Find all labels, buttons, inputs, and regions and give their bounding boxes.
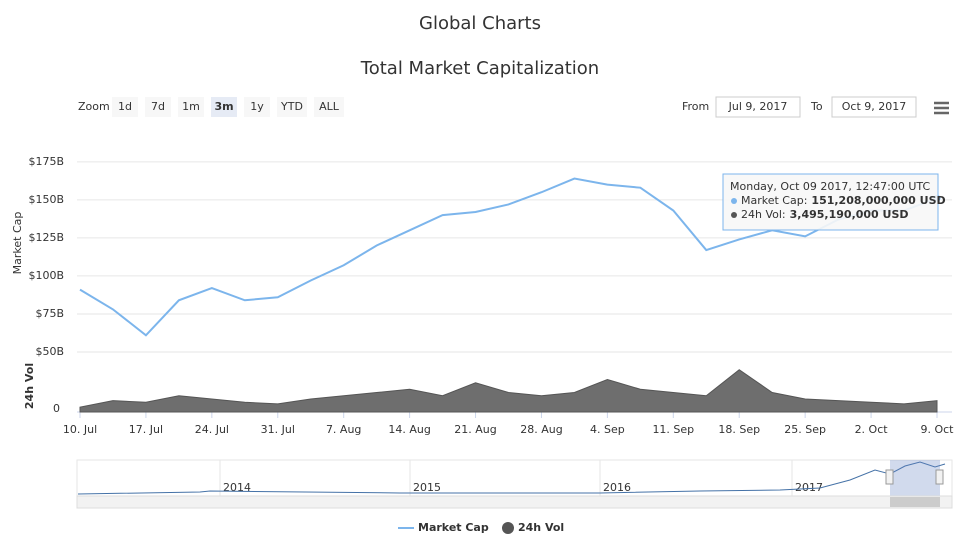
zoom-label: Zoom bbox=[78, 100, 110, 113]
navigator-line bbox=[77, 461, 946, 495]
navigator-label: 2016 bbox=[603, 481, 631, 494]
y-tick-label: $150B bbox=[28, 193, 64, 206]
x-tick-label: 7. Aug bbox=[326, 423, 361, 436]
x-tick-label: 18. Sep bbox=[718, 423, 760, 436]
zoom-button[interactable] bbox=[178, 97, 204, 117]
market-cap-line bbox=[79, 177, 938, 337]
tooltip-value: 3,495,190,000 USD bbox=[790, 208, 909, 221]
x-tick-label: 10. Jul bbox=[63, 423, 97, 436]
tooltip-label: 24h Vol: bbox=[741, 208, 786, 221]
menu-button[interactable] bbox=[932, 100, 952, 118]
navigator-label: 2017 bbox=[795, 481, 823, 494]
navigator-label: 2014 bbox=[223, 481, 251, 494]
to-label: To bbox=[810, 100, 823, 113]
navigator-label: 2015 bbox=[413, 481, 441, 494]
navigator-mask[interactable] bbox=[890, 460, 940, 496]
navigator-handle[interactable] bbox=[935, 469, 944, 485]
x-tick-label: 11. Sep bbox=[652, 423, 694, 436]
zoom-button-label[interactable]: 1y bbox=[250, 100, 264, 113]
y-axis-title: Market Cap bbox=[11, 212, 24, 275]
y-tick-label: $100B bbox=[28, 269, 64, 282]
zoom-button[interactable] bbox=[244, 97, 270, 117]
zoom-button[interactable] bbox=[211, 97, 237, 117]
zoom-button-label[interactable]: 1d bbox=[118, 100, 132, 113]
from-label: From bbox=[682, 100, 709, 113]
tooltip-dot bbox=[731, 198, 737, 204]
legend-label[interactable]: Market Cap bbox=[418, 521, 489, 534]
legend-symbol bbox=[502, 522, 514, 534]
zoom-button-label[interactable]: 7d bbox=[151, 100, 165, 113]
chart-title: Total Market Capitalization bbox=[360, 58, 599, 79]
y-tick-label: $50B bbox=[35, 345, 64, 358]
x-tick-label: 25. Sep bbox=[784, 423, 826, 436]
from-input[interactable] bbox=[715, 96, 801, 118]
to-input[interactable] bbox=[831, 96, 917, 118]
zoom-button-label[interactable]: YTD bbox=[280, 100, 303, 113]
tooltip-dot bbox=[731, 212, 737, 218]
tooltip-box bbox=[722, 173, 939, 231]
y-tick-label: $175B bbox=[28, 155, 64, 168]
zoom-button-label[interactable]: 3m bbox=[214, 100, 233, 113]
scrollbar-thumb[interactable] bbox=[890, 497, 940, 507]
tooltip-date: Monday, Oct 09 2017, 12:47:00 UTC bbox=[730, 180, 930, 193]
zoom-button-label[interactable]: 1m bbox=[182, 100, 200, 113]
to-value[interactable]: Oct 9, 2017 bbox=[842, 100, 907, 113]
zoom-button-label[interactable]: ALL bbox=[319, 100, 340, 113]
navigator-handle[interactable] bbox=[885, 469, 894, 485]
zoom-button[interactable] bbox=[112, 97, 138, 117]
navigator bbox=[76, 459, 953, 497]
x-tick-label: 2. Oct bbox=[855, 423, 889, 436]
x-tick-label: 24. Jul bbox=[195, 423, 229, 436]
tooltip-line: 24h Vol: 3,495,190,000 USD bbox=[741, 208, 909, 221]
y-tick-label: $125B bbox=[28, 231, 64, 244]
from-value[interactable]: Jul 9, 2017 bbox=[728, 100, 788, 113]
x-tick-label: 14. Aug bbox=[388, 423, 430, 436]
tooltip-label: Market Cap: bbox=[741, 194, 807, 207]
y2-tick-label: 0 bbox=[53, 402, 60, 415]
x-tick-label: 28. Aug bbox=[520, 423, 562, 436]
x-tick-label: 31. Jul bbox=[261, 423, 295, 436]
zoom-button[interactable] bbox=[277, 97, 307, 117]
zoom-button[interactable] bbox=[145, 97, 171, 117]
x-tick-label: 4. Sep bbox=[590, 423, 625, 436]
x-tick-label: 9. Oct bbox=[920, 423, 954, 436]
x-tick-label: 17. Jul bbox=[129, 423, 163, 436]
y-tick-label: $75B bbox=[35, 307, 64, 320]
scrollbar[interactable] bbox=[76, 495, 953, 509]
y2-axis-title: 24h Vol bbox=[23, 363, 36, 409]
page-title: Global Charts bbox=[419, 13, 541, 34]
tooltip-line: Market Cap: 151,208,000,000 USD bbox=[741, 194, 946, 207]
tooltip-value: 151,208,000,000 USD bbox=[811, 194, 945, 207]
volume-area bbox=[79, 369, 938, 413]
legend-label[interactable]: 24h Vol bbox=[518, 521, 564, 534]
zoom-button[interactable] bbox=[314, 97, 344, 117]
x-tick-label: 21. Aug bbox=[454, 423, 496, 436]
